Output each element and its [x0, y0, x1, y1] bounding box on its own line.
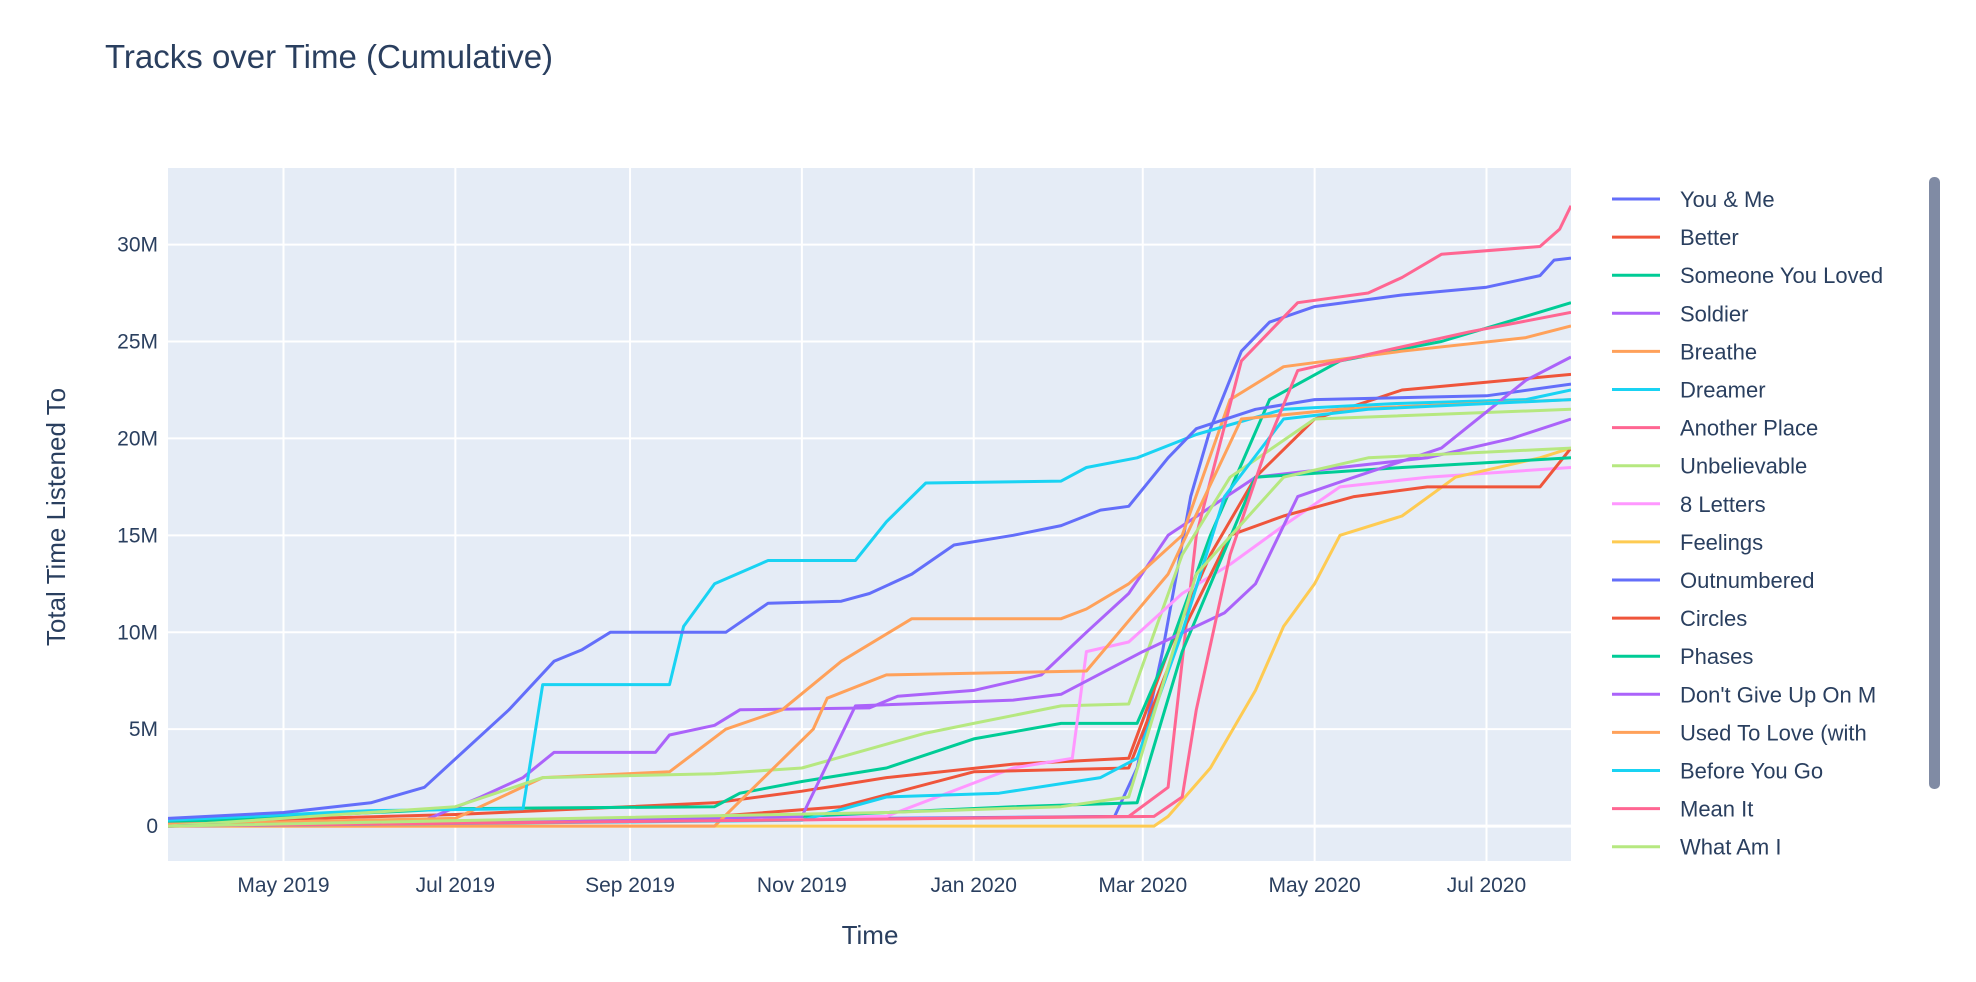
series-line-10	[168, 382, 1571, 820]
legend-label: Used To Love (with	[1680, 720, 1867, 745]
y-tick-label: 30M	[117, 234, 158, 257]
y-tick-label: 15M	[117, 524, 158, 547]
series-line-17	[168, 446, 1571, 828]
legend-item[interactable]: Used To Love (with	[1612, 720, 1867, 745]
legend-item[interactable]: Another Place	[1612, 416, 1818, 441]
x-tick-label: Jul 2020	[1447, 874, 1526, 897]
legend-item[interactable]: Phases	[1612, 644, 1753, 669]
x-tick-label: Mar 2020	[1098, 874, 1187, 897]
legend-item[interactable]: Better	[1612, 225, 1739, 250]
series-line-7	[168, 407, 1571, 828]
legend-item[interactable]: Mean It	[1612, 797, 1753, 822]
legend-label: Someone You Loved	[1680, 263, 1883, 288]
legend-label: What Am I	[1680, 835, 1781, 860]
series-line-16	[168, 310, 1571, 828]
y-axis-title: Total Time Listened To	[41, 388, 71, 646]
legend-item[interactable]: What Am I	[1612, 835, 1781, 860]
series-line-14	[168, 398, 1571, 828]
x-axis-title: Time	[842, 920, 899, 950]
y-tick-label: 25M	[117, 330, 158, 353]
series-line-9	[168, 446, 1571, 828]
legend[interactable]: You & Me Better Someone You Loved Soldier Br…	[1612, 187, 1883, 860]
x-tick-label: Jul 2019	[416, 874, 495, 897]
plot-background	[168, 168, 1571, 861]
legend-label: Don't Give Up On M	[1680, 682, 1876, 707]
x-axis-ticks: May 2019 Jul 2019 Sep 2019 Nov 2019 Jan 2020…	[237, 874, 1526, 897]
x-tick-label: May 2019	[237, 874, 329, 897]
legend-item[interactable]: Breathe	[1612, 339, 1757, 364]
series-line-5	[168, 388, 1571, 822]
x-tick-label: Jan 2020	[931, 874, 1017, 897]
y-tick-label: 10M	[117, 621, 158, 644]
legend-item[interactable]: Before You Go	[1612, 759, 1823, 784]
y-tick-label: 5M	[129, 718, 158, 741]
series-line-13	[168, 355, 1571, 828]
series-lines	[168, 205, 1571, 828]
series-line-6	[168, 205, 1571, 828]
legend-item[interactable]: Dreamer	[1612, 378, 1766, 403]
series-line-11	[168, 447, 1571, 828]
legend-label: Mean It	[1680, 797, 1753, 822]
y-tick-label: 0	[146, 815, 158, 838]
x-tick-label: Sep 2019	[585, 874, 675, 897]
series-line-8	[168, 466, 1571, 828]
legend-label: Phases	[1680, 644, 1753, 669]
y-axis-ticks: 0 5M 10M 15M 20M 25M 30M	[117, 234, 158, 839]
legend-item[interactable]: 8 Letters	[1612, 492, 1766, 517]
legend-item[interactable]: Someone You Loved	[1612, 263, 1883, 288]
legend-label: 8 Letters	[1680, 492, 1766, 517]
legend-item[interactable]: Soldier	[1612, 301, 1748, 326]
series-line-4	[168, 324, 1571, 826]
legend-label: Better	[1680, 225, 1739, 250]
legend-item[interactable]: Unbelievable	[1612, 454, 1807, 479]
x-tick-label: May 2020	[1269, 874, 1361, 897]
y-tick-label: 20M	[117, 427, 158, 450]
x-tick-label: Nov 2019	[757, 874, 847, 897]
legend-label: Another Place	[1680, 416, 1818, 441]
chart-title: Tracks over Time (Cumulative)	[105, 38, 553, 75]
legend-label: You & Me	[1680, 187, 1775, 212]
series-line-15	[168, 398, 1571, 828]
legend-item[interactable]: Don't Give Up On M	[1612, 682, 1876, 707]
legend-label: Breathe	[1680, 339, 1757, 364]
legend-item[interactable]: Feelings	[1612, 530, 1763, 555]
legend-label: Before You Go	[1680, 759, 1823, 784]
legend-label: Feelings	[1680, 530, 1763, 555]
legend-label: Outnumbered	[1680, 568, 1815, 593]
legend-item[interactable]: Circles	[1612, 606, 1747, 631]
legend-item[interactable]: Outnumbered	[1612, 568, 1815, 593]
legend-label: Circles	[1680, 606, 1747, 631]
legend-label: Unbelievable	[1680, 454, 1807, 479]
legend-label: Soldier	[1680, 301, 1748, 326]
legend-label: Dreamer	[1680, 378, 1766, 403]
legend-item[interactable]: You & Me	[1612, 187, 1775, 212]
legend-scrollbar[interactable]	[1929, 177, 1940, 789]
